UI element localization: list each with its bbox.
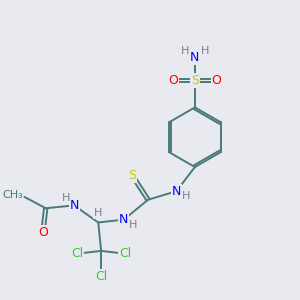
Text: H: H: [62, 193, 70, 203]
Text: N: N: [119, 213, 128, 226]
Text: Cl: Cl: [119, 247, 131, 260]
Text: O: O: [211, 74, 221, 87]
Text: H: H: [94, 208, 103, 218]
Text: H: H: [201, 46, 209, 56]
Text: H: H: [182, 191, 190, 201]
Text: N: N: [172, 185, 181, 198]
Text: H: H: [129, 220, 137, 230]
Text: N: N: [69, 199, 79, 212]
Text: CH₃: CH₃: [2, 190, 23, 200]
Text: Cl: Cl: [71, 247, 83, 260]
Text: O: O: [169, 74, 178, 87]
Text: Cl: Cl: [95, 270, 107, 283]
Text: O: O: [38, 226, 48, 239]
Text: S: S: [128, 169, 136, 182]
Text: H: H: [181, 46, 189, 56]
Text: N: N: [190, 51, 200, 64]
Text: S: S: [191, 74, 199, 87]
